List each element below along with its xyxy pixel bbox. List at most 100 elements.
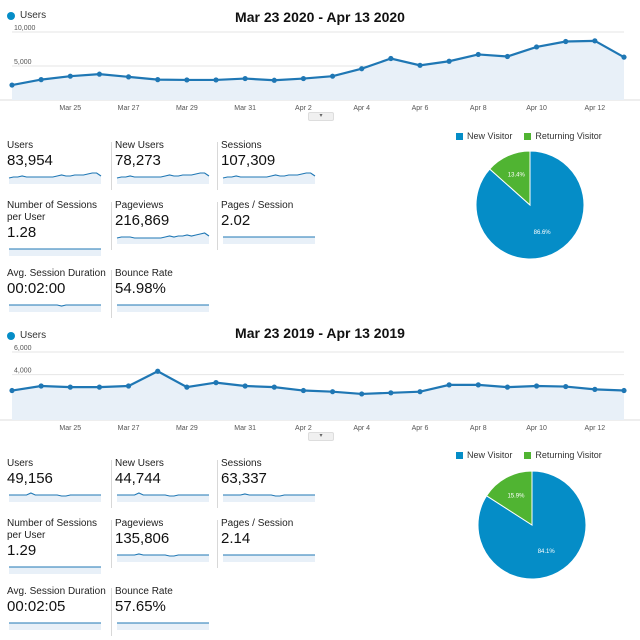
metric-pages-session[interactable]: Pages / Session 2.02 — [217, 200, 321, 250]
data-point[interactable] — [155, 368, 161, 374]
data-point[interactable] — [592, 38, 598, 44]
data-point[interactable] — [96, 71, 103, 77]
metric-new-users[interactable]: New Users 78,273 — [111, 140, 215, 190]
data-point[interactable] — [446, 382, 452, 388]
pie-legend-new-label: New Visitor — [467, 131, 513, 141]
chart-resize-handle-icon[interactable]: ▾ — [308, 432, 334, 441]
data-point[interactable] — [242, 75, 248, 82]
pie-legend-new[interactable]: New Visitor — [456, 450, 512, 460]
users-line-chart[interactable]: 10,000 5,000 Mar 25 Mar 27 Mar 29 Mar 31 Apr 2… — [0, 20, 640, 130]
pie-legend-returning[interactable]: Returning Visitor — [524, 131, 602, 141]
data-point[interactable] — [504, 53, 511, 60]
data-point[interactable] — [271, 384, 277, 390]
data-point[interactable] — [96, 384, 103, 390]
data-point[interactable] — [621, 54, 627, 60]
sparkline-line — [223, 493, 315, 497]
data-point[interactable] — [155, 77, 161, 83]
metric-label: New Users — [115, 458, 164, 469]
data-point[interactable] — [475, 382, 481, 388]
users-legend-label: Users — [20, 330, 47, 341]
x-tick-label: Apr 4 — [353, 425, 370, 432]
sparkline-fill — [117, 173, 209, 184]
metric-number-of-sessions-per-user[interactable]: Number of Sessions per User 1.29 — [7, 518, 107, 574]
metric-sparkline — [116, 232, 210, 244]
metric-users[interactable]: Users 49,156 — [7, 458, 107, 502]
metric-sessions[interactable]: Sessions 63,337 — [217, 458, 321, 508]
data-point[interactable] — [417, 62, 423, 68]
metric-sessions[interactable]: Sessions 107,309 — [217, 140, 321, 190]
data-point[interactable] — [242, 383, 248, 389]
data-point[interactable] — [329, 73, 336, 79]
data-point[interactable] — [417, 389, 423, 395]
metric-label: Number of Sessions per User — [7, 200, 98, 223]
data-point[interactable] — [563, 38, 569, 45]
metric-label: Bounce Rate — [115, 268, 173, 279]
users-legend-dot-icon — [7, 11, 15, 20]
data-point[interactable] — [67, 384, 73, 390]
data-point[interactable] — [533, 383, 540, 389]
data-point[interactable] — [533, 44, 540, 50]
metric-sparkline — [117, 492, 209, 502]
visitor-pie-chart[interactable]: 86.6% 13.4% — [470, 145, 590, 265]
data-point[interactable] — [446, 58, 452, 64]
visitor-pie-chart[interactable]: 84.1% 15.9% — [472, 465, 592, 585]
metric-number-of-sessions-per-user[interactable]: Number of Sessions per User 1.28 — [7, 200, 107, 256]
metric-divider — [111, 270, 112, 318]
data-point[interactable] — [125, 74, 132, 80]
data-point[interactable] — [329, 389, 336, 395]
data-point[interactable] — [300, 387, 307, 394]
metric-avg-session-duration[interactable]: Avg. Session Duration 00:02:05 — [7, 586, 107, 630]
sparkline-fill — [223, 555, 315, 562]
data-point[interactable] — [213, 380, 219, 386]
sparkline-fill — [9, 623, 101, 630]
data-point[interactable] — [38, 383, 44, 389]
chart-resize-handle-icon[interactable]: ▾ — [308, 112, 334, 121]
data-point[interactable] — [563, 383, 569, 390]
sparkline-fill — [223, 237, 315, 244]
pie-legend-new[interactable]: New Visitor — [456, 131, 512, 141]
users-legend[interactable]: Users — [7, 330, 46, 341]
metric-value: 2.02 — [221, 212, 251, 229]
pie-slice-returning-visitor[interactable] — [489, 150, 531, 207]
users-legend[interactable]: Users — [7, 10, 46, 21]
data-point[interactable] — [621, 387, 627, 394]
data-point[interactable] — [213, 77, 219, 83]
data-point[interactable] — [388, 390, 394, 396]
data-point[interactable] — [184, 77, 190, 83]
x-tick-label: Mar 27 — [118, 105, 140, 112]
panel-2020: Users Mar 23 2020 - Apr 13 2020 10,000 5,… — [0, 9, 640, 318]
data-point[interactable] — [504, 384, 511, 390]
metric-sparkline — [116, 172, 210, 184]
metric-avg-session-duration[interactable]: Avg. Session Duration 00:02:00 — [7, 268, 107, 312]
data-point[interactable] — [38, 77, 44, 83]
data-point[interactable] — [125, 383, 132, 389]
pie-legend-returning[interactable]: Returning Visitor — [524, 450, 602, 460]
data-point[interactable] — [9, 387, 15, 394]
metric-users[interactable]: Users 83,954 — [7, 140, 107, 184]
sparkline-line — [116, 172, 210, 179]
data-point[interactable] — [388, 55, 394, 62]
data-point[interactable] — [184, 384, 190, 390]
metric-divider — [111, 202, 112, 250]
sparkline-line — [117, 553, 209, 557]
data-point[interactable] — [592, 386, 598, 392]
metric-new-users[interactable]: New Users 44,744 — [111, 458, 215, 508]
data-point[interactable] — [9, 82, 15, 88]
pie-slice-returning-visitor[interactable] — [485, 470, 533, 526]
users-legend-dot-icon — [7, 331, 15, 340]
data-point[interactable] — [359, 391, 365, 397]
metric-pages-session[interactable]: Pages / Session 2.14 — [217, 518, 321, 568]
metric-sparkline — [9, 622, 101, 630]
data-point[interactable] — [475, 51, 481, 58]
sparkline-fill — [117, 554, 209, 562]
metric-pageviews[interactable]: Pageviews 216,869 — [111, 200, 215, 250]
metrics-grid: Users 83,954 New Users 78,273 Sessions 107,30… — [7, 140, 337, 318]
metric-bounce-rate[interactable]: Bounce Rate 57.65% — [111, 586, 215, 636]
metric-bounce-rate[interactable]: Bounce Rate 54.98% — [111, 268, 215, 318]
data-point[interactable] — [359, 66, 365, 72]
data-point[interactable] — [67, 73, 73, 79]
data-point[interactable] — [300, 75, 307, 82]
metric-pageviews[interactable]: Pageviews 135,806 — [111, 518, 215, 568]
data-point[interactable] — [271, 77, 277, 83]
